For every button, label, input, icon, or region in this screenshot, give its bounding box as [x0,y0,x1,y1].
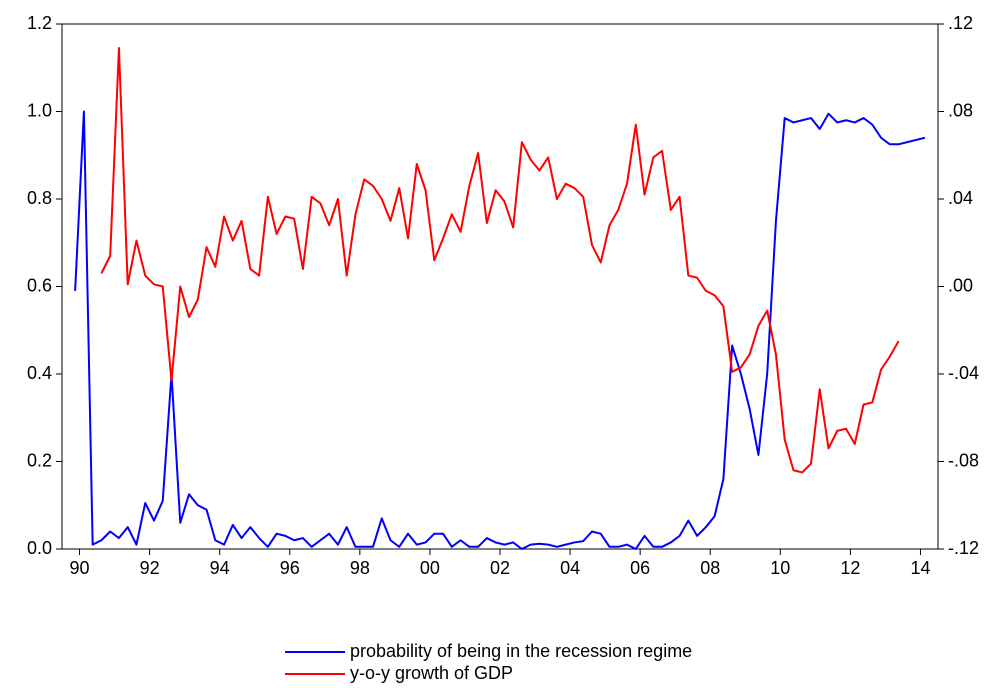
plot-frame [61,23,939,550]
y-tick-label: 0.0 [27,538,52,558]
y-tick-label: 0.6 [27,275,52,295]
x-tick-label: 06 [630,558,650,578]
y2-tick-label: .08 [948,100,973,120]
y-tick-label: 0.8 [27,188,52,208]
x-tick-label: 14 [910,558,930,578]
x-tick-label: 00 [420,558,440,578]
legend-label: probability of being in the recession re… [350,641,692,661]
y2-tick-label: .00 [948,275,973,295]
series-line [100,47,900,474]
y-tick-label: 1.0 [27,100,52,120]
y2-tick-label: -.08 [948,450,979,470]
x-tick-label: 12 [840,558,860,578]
x-tick-label: 90 [70,558,90,578]
series-line [74,110,926,550]
x-tick-label: 10 [770,558,790,578]
y-tick-label: 1.2 [27,13,52,33]
x-tick-label: 98 [350,558,370,578]
x-tick-label: 04 [560,558,580,578]
y-tick-label: 0.4 [27,363,52,383]
x-tick-label: 08 [700,558,720,578]
y-tick-label: 0.2 [27,450,52,470]
y2-tick-label: -.04 [948,363,979,383]
y2-tick-label: -.12 [948,538,979,558]
y2-tick-label: .12 [948,13,973,33]
x-tick-label: 96 [280,558,300,578]
x-tick-label: 94 [210,558,230,578]
y2-tick-label: .04 [948,188,973,208]
legend-label: y-o-y growth of GDP [350,663,513,683]
x-tick-label: 02 [490,558,510,578]
x-tick-label: 92 [140,558,160,578]
